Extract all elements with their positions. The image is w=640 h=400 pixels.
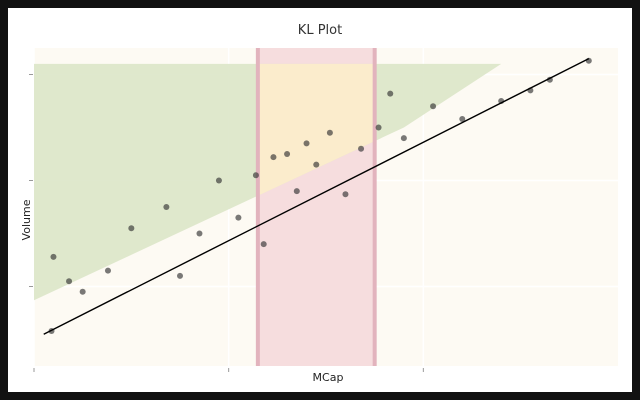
data-point (358, 145, 365, 152)
data-point (50, 253, 57, 260)
data-point (303, 140, 310, 147)
data-point (375, 124, 382, 131)
data-point (459, 116, 466, 123)
data-point (260, 241, 267, 248)
data-point (196, 230, 203, 237)
data-point (128, 225, 135, 232)
data-point (235, 214, 242, 221)
data-point (104, 267, 111, 274)
trend-line (43, 57, 590, 335)
shaded-regions (34, 48, 502, 366)
x-axis-label: MCap (313, 371, 344, 384)
data-point (270, 154, 277, 161)
data-point (293, 188, 300, 195)
data-point (342, 191, 349, 198)
data-point (163, 204, 170, 210)
data-point (79, 288, 86, 295)
chart-container: KL Plot MCap Volume (8, 8, 632, 392)
data-point (326, 129, 333, 136)
scatter-chart: KL Plot MCap Volume (8, 8, 632, 392)
axis-ticks (29, 74, 424, 372)
data-point (177, 272, 183, 279)
data-point (313, 161, 320, 168)
band-overlap-region (257, 63, 375, 196)
data-point (252, 172, 259, 179)
data-point (387, 90, 394, 97)
data-point (400, 135, 407, 142)
trend-line-group (43, 57, 590, 335)
data-point (430, 103, 437, 110)
data-point (66, 278, 73, 285)
data-point (284, 151, 291, 157)
y-axis-label: Volume (20, 199, 33, 240)
data-point (215, 177, 222, 184)
chart-title: KL Plot (298, 23, 342, 38)
